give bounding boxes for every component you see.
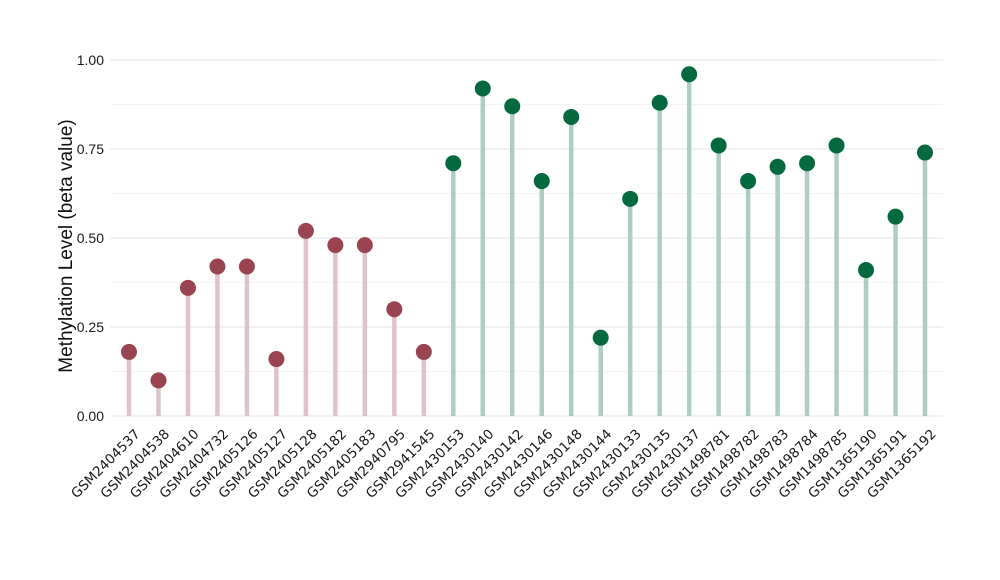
lollipop-stems [126, 74, 928, 416]
lollipop-point [917, 144, 933, 161]
y-axis-title: Methylation Level (beta value) [56, 119, 77, 372]
lollipop-point [799, 155, 816, 172]
lollipop-point [415, 343, 432, 360]
lollipop-point [858, 262, 875, 279]
lollipop-point [386, 301, 403, 318]
y-tick-label: 0.25 [77, 319, 104, 335]
lollipop-point [710, 137, 727, 154]
lollipop-point [238, 258, 255, 275]
lollipop-point [740, 173, 757, 190]
y-axis-ticks: 0.00 0.25 0.50 0.75 1.00 [77, 52, 104, 424]
x-axis-ticks: GSM2404537GSM2404538GSM2404610GSM2404732… [68, 426, 940, 502]
lollipop-point [327, 237, 344, 254]
lollipop-point [828, 137, 845, 154]
lollipop-point [356, 237, 373, 254]
lollipop-point [533, 173, 550, 190]
lollipop-point [121, 343, 137, 360]
lollipop-point [769, 158, 786, 175]
lollipop-point [209, 258, 226, 275]
lollipop-points [121, 66, 933, 389]
y-tick-label: 0.75 [77, 141, 104, 157]
y-tick-label: 1.00 [77, 52, 104, 68]
lollipop-point [474, 80, 491, 97]
lollipop-point [268, 351, 285, 368]
lollipop-point [592, 329, 609, 346]
lollipop-point [150, 372, 167, 389]
lollipop-point [622, 190, 639, 207]
lollipop-point [887, 208, 904, 225]
lollipop-point [297, 222, 314, 239]
lollipop-point [681, 66, 698, 83]
lollipop-point [445, 155, 462, 172]
lollipop-point [651, 94, 668, 111]
grid-lines [110, 59, 943, 417]
lollipop-point [504, 98, 521, 115]
lollipop-point [563, 108, 580, 125]
y-tick-label: 0.50 [77, 230, 104, 246]
y-tick-label: 0.00 [77, 408, 104, 424]
lollipop-point [179, 279, 196, 296]
